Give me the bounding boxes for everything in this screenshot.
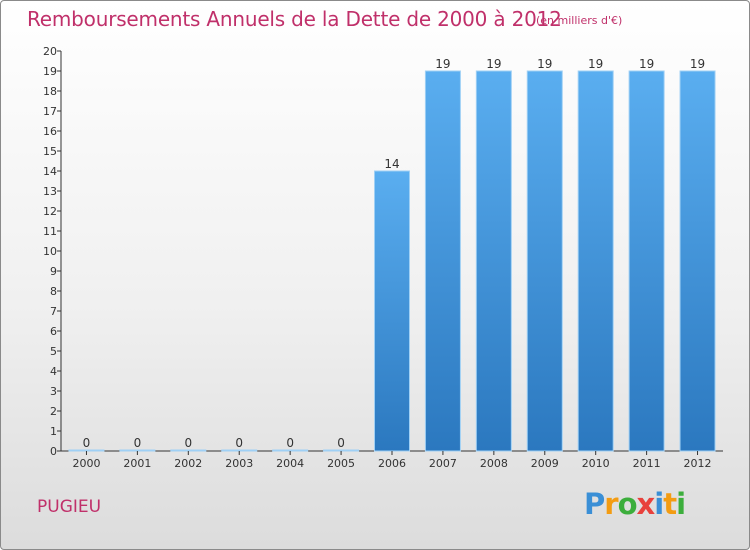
y-tick-label: 14: [43, 165, 57, 178]
y-tick-label: 13: [43, 185, 57, 198]
y-tick-label: 18: [43, 85, 57, 98]
value-labels: 0 0 0 0 0 0 14 19 19 19 19 19 19: [83, 57, 706, 450]
value-label: 0: [235, 436, 243, 450]
value-label: 0: [337, 436, 345, 450]
y-tick-label: 4: [50, 365, 57, 378]
x-tick-label: 2009: [531, 457, 559, 470]
x-axis-ticks: 2000 2001 2002 2003 2004 2005 2006 2007 2008 2009…: [72, 451, 712, 470]
y-tick-label: 17: [43, 105, 57, 118]
x-tick-label: 2004: [276, 457, 304, 470]
y-tick-label: 11: [43, 225, 57, 238]
value-label: 14: [384, 157, 399, 171]
proxiti-logo: Proxiti: [584, 487, 686, 521]
value-label: 0: [134, 436, 142, 450]
town-name: PUGIEU: [37, 497, 102, 517]
y-tick-label: 20: [43, 45, 57, 58]
bar: [526, 70, 563, 452]
logo-letter: r: [604, 487, 618, 521]
x-tick-label: 2007: [429, 457, 457, 470]
y-tick-label: 10: [43, 245, 57, 258]
bar: [170, 449, 207, 452]
x-tick-label: 2011: [633, 457, 661, 470]
y-tick-label: 6: [50, 325, 57, 338]
value-label: 19: [537, 57, 552, 71]
unit-note: (en milliers d'€): [536, 14, 623, 27]
y-tick-label: 8: [50, 285, 57, 298]
value-label: 19: [588, 57, 603, 71]
bar: [68, 449, 105, 452]
y-tick-label: 5: [50, 345, 57, 358]
y-tick-label: 3: [50, 385, 57, 398]
bar: [374, 170, 410, 452]
x-tick-label: 2005: [327, 457, 355, 470]
value-label: 19: [690, 57, 705, 71]
logo-letter: x: [636, 487, 656, 521]
y-tick-label: 19: [43, 65, 57, 78]
y-tick-label: 12: [43, 205, 57, 218]
value-label: 19: [639, 57, 654, 71]
x-tick-label: 2000: [72, 457, 100, 470]
bar: [679, 70, 716, 452]
x-tick-label: 2006: [378, 457, 406, 470]
value-label: 0: [184, 436, 192, 450]
y-tick-label: 7: [50, 305, 57, 318]
logo-letter: t: [663, 487, 677, 521]
value-label: 0: [286, 436, 294, 450]
x-tick-label: 2008: [480, 457, 508, 470]
value-label: 19: [486, 57, 501, 71]
logo-letter: i: [654, 487, 664, 521]
value-label: 0: [83, 436, 91, 450]
y-tick-label: 15: [43, 145, 57, 158]
bar: [577, 70, 614, 452]
logo-letter: i: [676, 487, 686, 521]
x-tick-label: 2001: [123, 457, 151, 470]
x-tick-label: 2012: [684, 457, 712, 470]
bar: [475, 70, 512, 452]
bar: [119, 449, 156, 452]
bar: [424, 70, 461, 452]
bar: [628, 70, 665, 452]
x-tick-label: 2002: [174, 457, 202, 470]
bars: [68, 70, 716, 452]
x-tick-label: 2003: [225, 457, 253, 470]
x-tick-label: 2010: [582, 457, 610, 470]
y-tick-label: 0: [50, 445, 57, 458]
logo-letter: o: [617, 487, 638, 521]
y-tick-label: 16: [43, 125, 57, 138]
y-tick-label: 1: [50, 425, 57, 438]
bar: [221, 449, 258, 452]
y-tick-label: 9: [50, 265, 57, 278]
y-tick-label: 2: [50, 405, 57, 418]
value-label: 19: [435, 57, 450, 71]
bar: [272, 449, 309, 452]
chart-title: Remboursements Annuels de la Dette de 20…: [27, 7, 562, 31]
logo-letter: P: [584, 487, 605, 521]
bar: [323, 449, 360, 452]
